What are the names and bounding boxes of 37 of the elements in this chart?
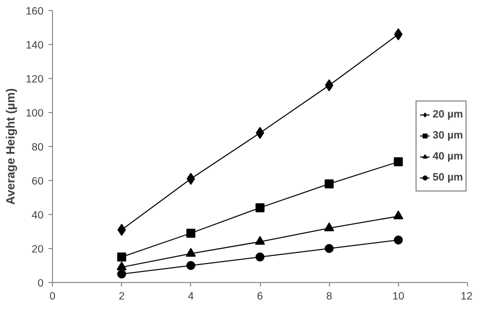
point [324, 244, 334, 253]
point [394, 236, 403, 244]
point [186, 228, 196, 238]
legend-label: 50 µm [432, 172, 463, 184]
point [116, 262, 127, 270]
y-tick-label: 160 [26, 6, 44, 18]
x-tick-label: 12 [460, 290, 473, 302]
point [256, 203, 264, 212]
point [117, 270, 126, 278]
x-tick-label: 4 [188, 290, 194, 302]
y-tick-label: 120 [26, 74, 44, 86]
x-tick-label: 0 [50, 290, 56, 302]
y-tick-label: 60 [32, 176, 44, 188]
y-tick-label: 20 [32, 244, 44, 256]
y-tick-label: 100 [26, 108, 44, 120]
point [186, 261, 196, 270]
legend-label: 20 µm [432, 108, 463, 120]
point [394, 157, 403, 166]
point [256, 126, 264, 139]
y-tick-label: 140 [26, 40, 44, 52]
x-tick-label: 10 [392, 290, 404, 302]
point [324, 179, 334, 188]
y-tick-label: 0 [38, 278, 44, 290]
point [186, 248, 196, 257]
x-tick-label: 8 [326, 290, 332, 302]
legend-label: 30 µm [432, 130, 463, 142]
y-axis-title: Average Height (µm) [4, 88, 18, 205]
point [393, 210, 404, 220]
y-tick-label: 80 [32, 142, 44, 154]
y-tick-label: 40 [32, 210, 44, 222]
legend-label: 40 µm [432, 150, 463, 162]
x-tick-label: 6 [257, 290, 264, 302]
point [324, 222, 334, 232]
point [117, 252, 126, 262]
x-tick-label: 2 [118, 290, 125, 302]
point [256, 252, 264, 262]
point [255, 236, 265, 245]
